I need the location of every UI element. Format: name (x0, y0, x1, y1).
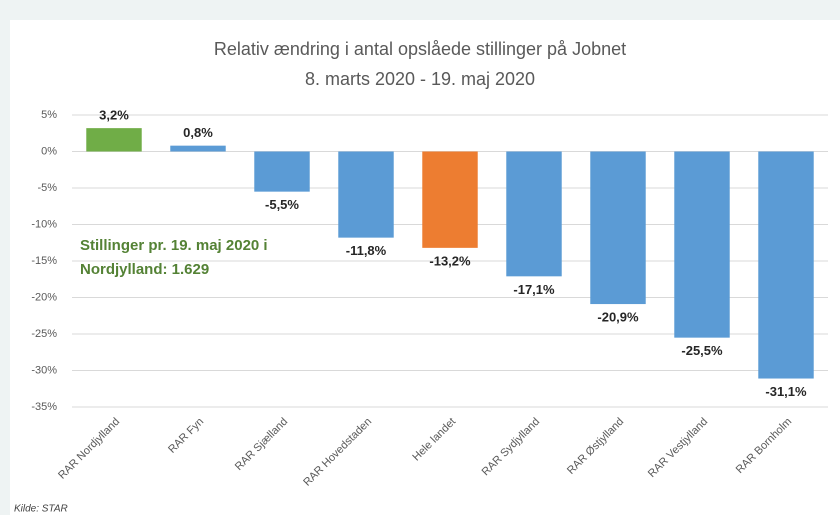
y-tick-label: 5% (41, 109, 57, 121)
y-tick-label: -5% (37, 182, 57, 194)
data-label: -25,5% (681, 343, 723, 358)
bar (674, 151, 730, 338)
y-tick-label: -25% (31, 328, 57, 340)
data-label: -31,1% (765, 384, 807, 399)
bar (254, 151, 310, 192)
bar (422, 151, 478, 248)
annotation: Nordjylland: 1.629 (80, 261, 209, 278)
y-tick-label: -15% (31, 255, 57, 267)
bar (86, 128, 142, 152)
annotation: Stillinger pr. 19. maj 2020 i (80, 237, 268, 254)
data-label: -5,5% (265, 197, 299, 212)
bar (506, 151, 562, 277)
chart-subtitle: 8. marts 2020 - 19. maj 2020 (305, 69, 535, 89)
source: Kilde: STAR (14, 504, 68, 515)
y-tick-label: -20% (31, 291, 57, 303)
data-label: 0,8% (183, 125, 213, 140)
data-label: -13,2% (429, 253, 471, 268)
data-label: -20,9% (597, 310, 639, 325)
bar (590, 151, 646, 305)
bar (338, 151, 394, 238)
data-label: -17,1% (513, 282, 555, 297)
y-tick-label: -30% (31, 364, 57, 376)
data-label: 3,2% (99, 108, 129, 123)
y-tick-label: 0% (41, 145, 57, 157)
y-tick-label: -10% (31, 218, 57, 230)
y-tick-label: -35% (31, 401, 57, 413)
chart-title: Relativ ændring i antal opslåede stillin… (214, 39, 626, 59)
data-label: -11,8% (346, 243, 387, 258)
bar (170, 145, 226, 152)
bar (758, 151, 814, 379)
